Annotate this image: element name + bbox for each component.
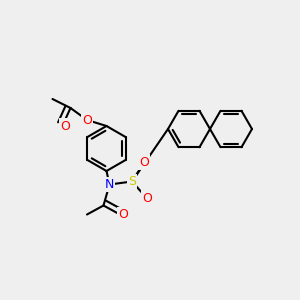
Text: O: O (143, 191, 152, 205)
Text: O: O (61, 119, 70, 133)
Text: O: O (118, 208, 128, 221)
Text: O: O (139, 155, 149, 169)
Text: S: S (128, 175, 136, 188)
Text: O: O (82, 113, 92, 127)
Text: N: N (105, 178, 114, 191)
